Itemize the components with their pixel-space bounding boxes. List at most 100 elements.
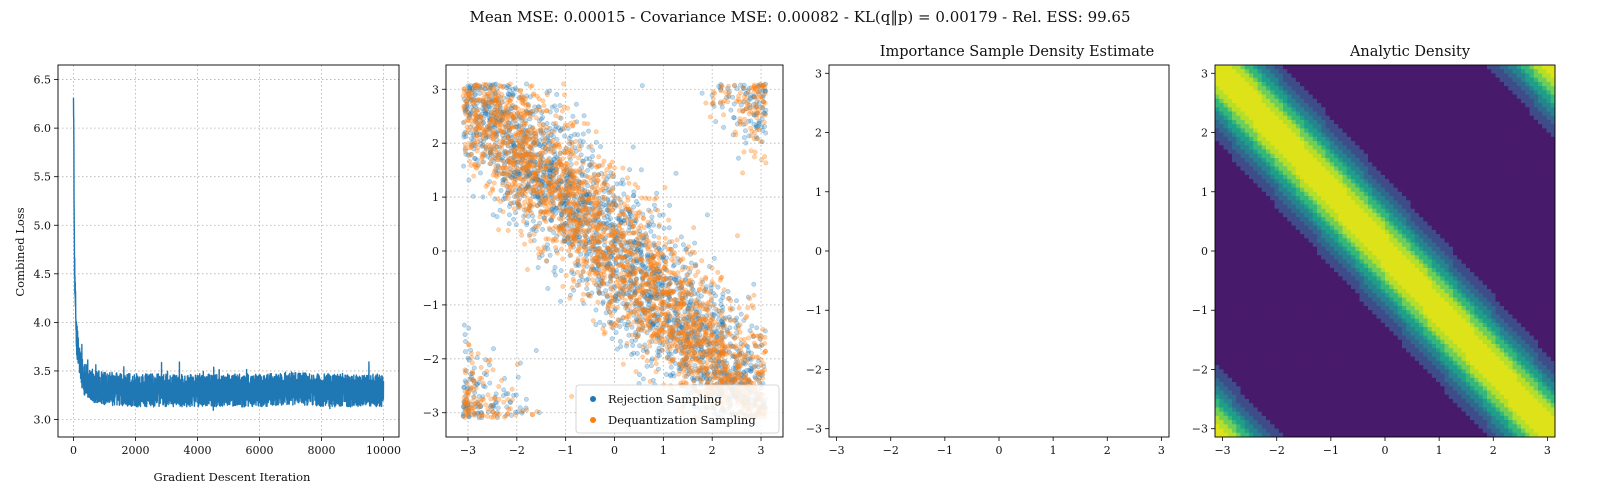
scatter-point — [498, 198, 503, 204]
scatter-point — [679, 234, 684, 240]
scatter-point — [510, 86, 516, 92]
scatter-point — [551, 129, 557, 135]
scatter-point — [476, 393, 482, 399]
scatter-point — [556, 231, 562, 237]
scatter-point — [610, 287, 616, 293]
scatter-point — [618, 271, 624, 277]
scatter-point — [743, 372, 749, 378]
scatter-point — [576, 282, 582, 288]
scatter-point — [601, 202, 607, 208]
scatter-point — [682, 373, 687, 379]
scatter-point — [561, 178, 566, 184]
scatter-point — [686, 307, 691, 312]
scatter-point — [491, 142, 497, 148]
scatter-point — [599, 281, 605, 287]
scatter-point — [695, 340, 701, 346]
scatter-point — [748, 118, 754, 124]
scatter-point — [720, 291, 726, 297]
scatter-point — [651, 331, 657, 337]
scatter-point — [683, 247, 689, 253]
scatter-point — [742, 116, 747, 122]
loss-chart-xtick-label: 8000 — [308, 444, 336, 457]
scatter-point — [486, 142, 491, 148]
scatter-point — [612, 194, 618, 200]
scatter-point — [631, 319, 637, 325]
scatter-point — [668, 297, 674, 303]
scatter-point — [734, 298, 739, 304]
scatter-point — [580, 268, 586, 274]
scatter-point — [552, 264, 558, 270]
scatter-point — [660, 212, 666, 218]
scatter-point — [653, 296, 659, 302]
scatter-point — [584, 286, 590, 292]
scatter-point — [752, 364, 758, 369]
scatter-point — [709, 265, 715, 271]
scatter-point — [527, 233, 532, 239]
scatter-point — [562, 185, 567, 190]
scatter-point — [487, 380, 493, 386]
scatter-point — [667, 346, 673, 352]
scatter-point — [504, 150, 510, 156]
scatter-point — [700, 301, 706, 306]
scatter-point — [603, 310, 609, 316]
scatter-point — [755, 355, 761, 360]
scatter-point — [549, 164, 555, 170]
scatter-point — [576, 226, 581, 232]
scatter-point — [647, 343, 653, 349]
loss-chart-ytick-label: 5.0 — [34, 219, 52, 232]
scatter-point — [715, 307, 721, 313]
loss-curve-line — [72, 97, 385, 411]
figure-suptitle: Mean MSE: 0.00015 - Covariance MSE: 0.00… — [469, 8, 1130, 26]
scatter-point — [471, 173, 477, 179]
scatter-point — [672, 243, 678, 249]
scatter-point — [462, 349, 468, 355]
scatter-point — [757, 82, 762, 88]
scatter-point — [593, 307, 599, 313]
scatter-point — [708, 363, 714, 369]
scatter-point — [700, 341, 705, 347]
scatter-point — [553, 113, 559, 119]
scatter-point — [511, 206, 517, 212]
scatter-point — [505, 142, 511, 148]
scatter-point — [738, 311, 744, 317]
scatter-point — [600, 326, 606, 332]
scatter-point — [640, 376, 646, 382]
scatter-point — [600, 162, 605, 168]
scatter-point — [738, 337, 744, 342]
scatter-point — [726, 93, 731, 99]
scatter-point — [740, 170, 745, 176]
scatter-point — [647, 379, 653, 384]
scatter-point — [565, 236, 571, 242]
scatter-point — [507, 190, 513, 196]
scatter-point — [475, 351, 481, 357]
scatter-point — [479, 154, 485, 160]
scatter-point — [612, 202, 618, 208]
scatter-point — [472, 401, 478, 407]
scatter-point — [559, 246, 564, 252]
scatter-point — [628, 251, 634, 257]
scatter-point — [635, 185, 641, 191]
scatter-point — [705, 378, 711, 384]
scatter-point — [704, 366, 710, 372]
scatter-point — [505, 391, 511, 397]
samples-scatter-ytick-label: −1 — [423, 299, 439, 312]
scatter-point — [602, 239, 608, 244]
scatter-point — [609, 336, 615, 342]
scatter-point — [485, 392, 491, 398]
scatter-point — [591, 173, 597, 179]
scatter-point — [636, 322, 642, 328]
scatter-point — [481, 95, 487, 101]
scatter-point — [554, 141, 559, 147]
scatter-point — [598, 144, 603, 150]
scatter-point — [762, 124, 767, 130]
scatter-point — [600, 300, 606, 306]
scatter-point — [656, 240, 662, 246]
scatter-point — [543, 173, 548, 178]
scatter-point — [588, 267, 594, 272]
scatter-point — [695, 374, 701, 380]
scatter-point — [751, 281, 757, 287]
scatter-point — [502, 176, 508, 182]
scatter-point — [557, 150, 563, 156]
scatter-point — [722, 317, 728, 322]
scatter-point — [635, 213, 641, 219]
